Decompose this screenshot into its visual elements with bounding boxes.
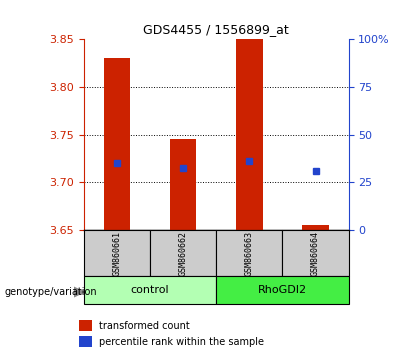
Bar [302, 225, 329, 230]
Text: GSM860663: GSM860663 [245, 230, 254, 276]
Text: GSM860662: GSM860662 [179, 230, 188, 276]
Bar [150, 230, 216, 276]
Title: GDS4455 / 1556899_at: GDS4455 / 1556899_at [143, 23, 289, 36]
Bar [170, 139, 197, 230]
Text: genotype/variation: genotype/variation [4, 287, 97, 297]
Text: GSM860664: GSM860664 [311, 230, 320, 276]
Text: RhoGDI2: RhoGDI2 [258, 285, 307, 295]
Bar [79, 320, 92, 331]
Text: control: control [131, 285, 169, 295]
Text: percentile rank within the sample: percentile rank within the sample [99, 337, 264, 347]
Bar [216, 276, 349, 304]
Bar [79, 336, 92, 347]
Bar [236, 39, 262, 230]
Bar [84, 276, 216, 304]
Text: transformed count: transformed count [99, 321, 190, 331]
Text: GSM860661: GSM860661 [113, 230, 121, 276]
Polygon shape [74, 287, 84, 297]
Bar [84, 230, 150, 276]
Bar [216, 230, 283, 276]
Bar [283, 230, 349, 276]
Bar [104, 58, 130, 230]
